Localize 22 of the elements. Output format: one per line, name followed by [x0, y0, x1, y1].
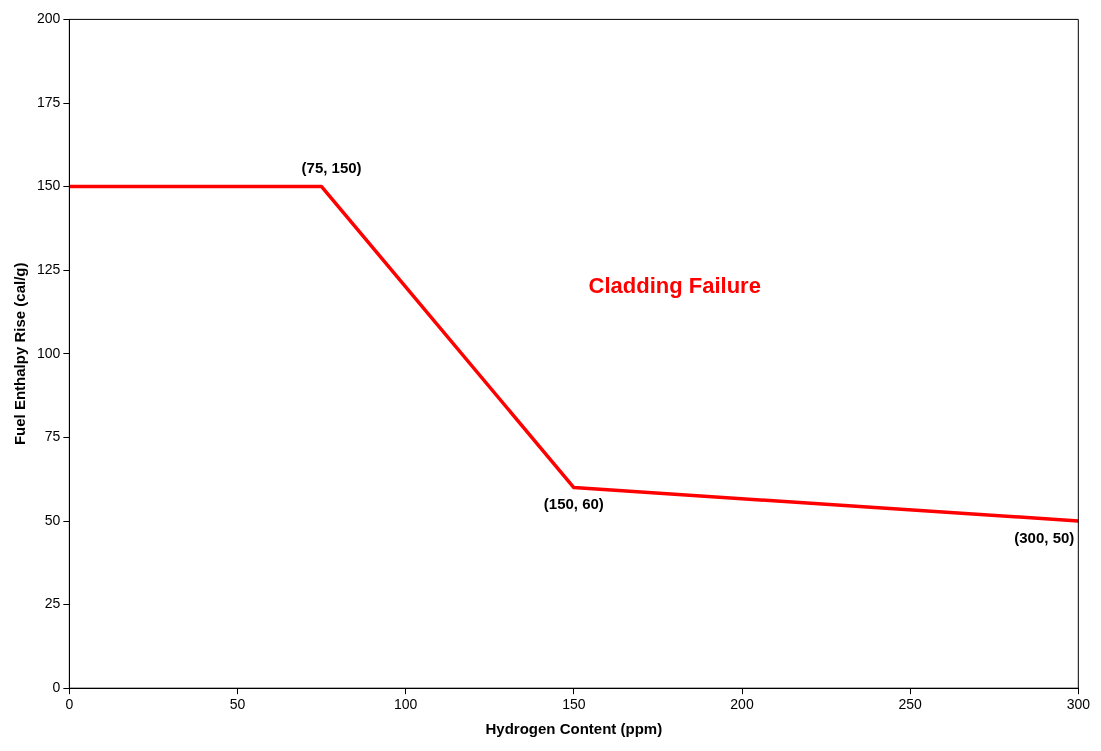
x-tick-label: 0 [65, 696, 74, 713]
x-tick-label: 50 [229, 696, 246, 713]
y-tick-label: 100 [37, 344, 61, 361]
annotation: (150, 60) [543, 495, 604, 513]
y-axis-title: Fuel Enthalpy Rise (cal/g) [11, 262, 29, 446]
x-tick-label: 100 [394, 696, 418, 713]
annotation: Cladding Failure [588, 272, 761, 298]
x-tick-label: 300 [1066, 696, 1091, 713]
x-tick-label: 250 [898, 696, 923, 713]
x-tick-label: 150 [562, 696, 586, 713]
y-tick-label: 150 [37, 177, 61, 194]
x-axis-title: Hydrogen Content (ppm) [485, 720, 663, 738]
annotation: (300, 50) [1014, 528, 1075, 546]
y-tick-label: 25 [44, 595, 61, 612]
annotation: (75, 150) [301, 159, 362, 177]
y-tick-label: 50 [44, 511, 61, 528]
y-tick-label: 175 [37, 93, 61, 110]
y-tick-label: 75 [44, 428, 61, 445]
y-tick-label: 200 [37, 10, 61, 27]
y-tick-label: 0 [52, 679, 61, 696]
y-tick-label: 125 [37, 261, 61, 278]
x-tick-label: 200 [730, 696, 754, 713]
